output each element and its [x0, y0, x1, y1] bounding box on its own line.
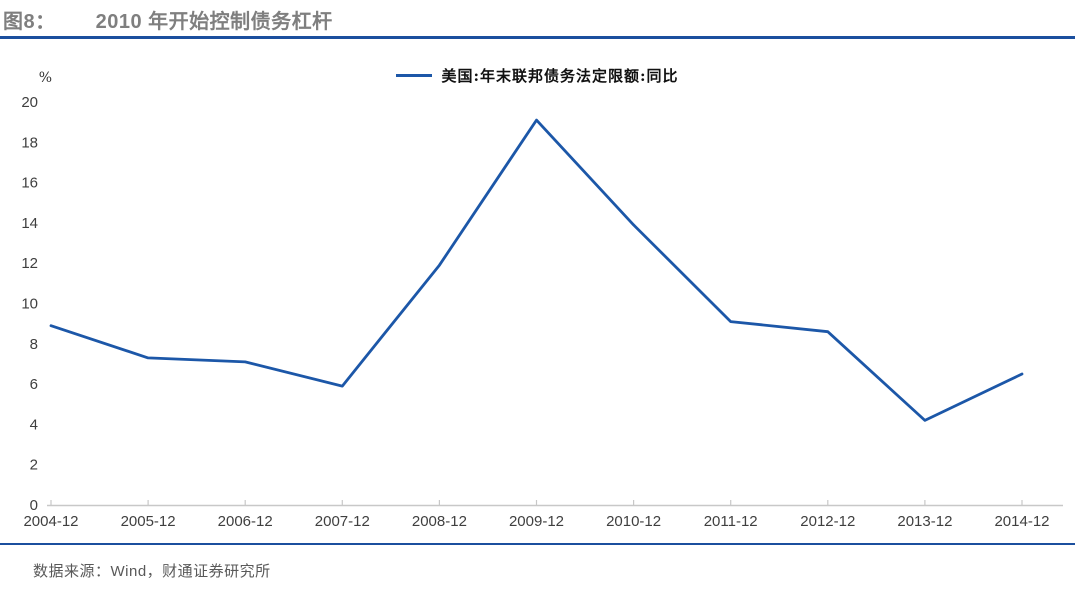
- x-tick-label: 2014-12: [994, 513, 1049, 530]
- y-tick-label: 2: [30, 457, 38, 474]
- figure-title: 图8： 2010 年开始控制债务杠杆: [3, 5, 333, 34]
- title-underline-rule: [0, 36, 1075, 39]
- data-source-text: 数据来源：Wind，财通证券研究所: [33, 563, 271, 580]
- line-chart: 2004-12 2005-12 2006-12 2007-12 2008-12 2009-…: [0, 55, 1075, 540]
- y-tick-label: 12: [21, 255, 38, 272]
- footer-divider-rule: [0, 543, 1075, 545]
- x-tick-label: 2013-12: [897, 513, 952, 530]
- x-tick-label: 2008-12: [412, 513, 467, 530]
- y-tick-label: 0: [30, 497, 38, 514]
- x-tick-label: 2005-12: [121, 513, 176, 530]
- y-tick-label: 4: [30, 416, 38, 433]
- chart-canvas: 2004-12 2005-12 2006-12 2007-12 2008-12 2009-…: [21, 70, 1063, 530]
- y-tick-label: 16: [21, 175, 38, 192]
- debt-limit-yoy-line: [49, 118, 1024, 422]
- x-tick-label: 2010-12: [606, 513, 661, 530]
- y-tick-label: 10: [21, 296, 38, 313]
- y-tick-label: 18: [21, 134, 38, 151]
- x-tick-label: 2006-12: [218, 513, 273, 530]
- y-tick-label: 20: [21, 94, 38, 111]
- x-tick-label: 2009-12: [509, 513, 564, 530]
- x-tick-label: 2012-12: [800, 513, 855, 530]
- y-tick-label: 6: [30, 376, 38, 393]
- figure-title-text: 2010 年开始控制债务杠杆: [95, 11, 333, 33]
- y-tick-label: 14: [21, 215, 38, 232]
- x-tick-label: 2011-12: [704, 513, 758, 530]
- x-tick-label: 2007-12: [315, 513, 370, 530]
- figure-number-label: 图8：: [3, 11, 56, 33]
- y-axis-unit-label: %: [39, 70, 52, 86]
- x-tick-label: 2004-12: [23, 513, 78, 530]
- y-tick-label: 8: [30, 336, 38, 353]
